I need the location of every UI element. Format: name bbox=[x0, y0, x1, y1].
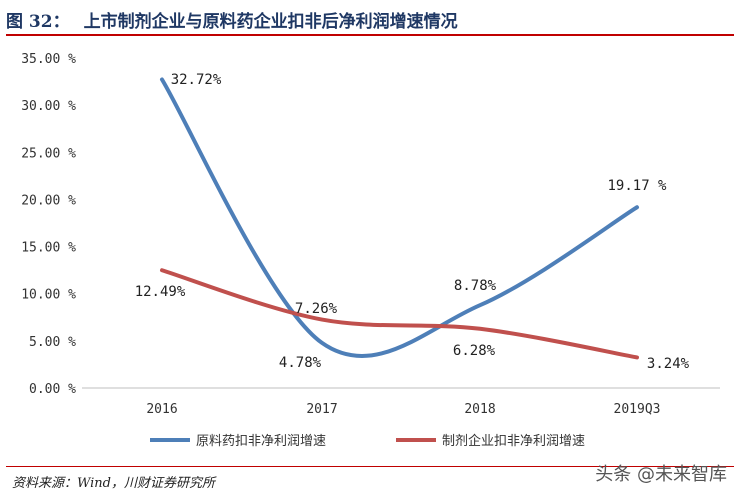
x-tick-label: 2016 bbox=[146, 402, 177, 417]
y-tick-label: 15.00 % bbox=[21, 241, 76, 256]
line-chart: 0.00 % 5.00 % 10.00 % 15.00 % 20.00 % 25.00 %… bbox=[21, 52, 720, 449]
data-label: 7.26% bbox=[295, 301, 338, 317]
y-tick-label: 25.00 % bbox=[21, 146, 76, 161]
x-tick-label: 2017 bbox=[306, 402, 337, 417]
figure-title-text: 上市制剂企业与原料药企业扣非后净利润增速情况 bbox=[83, 11, 458, 32]
data-label: 32.72% bbox=[171, 72, 222, 88]
data-label: 4.78% bbox=[279, 355, 322, 371]
data-label: 3.24% bbox=[647, 356, 690, 372]
watermark: 头条 @未来智库 bbox=[595, 464, 727, 485]
legend-label: 原料药扣非净利润增速 bbox=[196, 434, 326, 449]
data-label: 6.28% bbox=[453, 343, 496, 359]
y-tick-label: 30.00 % bbox=[21, 99, 76, 114]
source-divider bbox=[6, 466, 734, 467]
data-label: 8.78% bbox=[454, 278, 497, 294]
data-label: 19.17 % bbox=[607, 178, 667, 194]
source-note: 资料来源：Wind，川财证券研究所 bbox=[12, 476, 215, 491]
legend-label: 制剂企业扣非净利润增速 bbox=[442, 433, 585, 449]
y-tick-label: 10.00 % bbox=[21, 288, 76, 303]
y-tick-label: 35.00 % bbox=[21, 52, 76, 67]
y-tick-label: 0.00 % bbox=[29, 382, 76, 397]
series-line-api bbox=[160, 77, 639, 359]
series-line-formulation bbox=[160, 268, 639, 360]
y-tick-label: 20.00 % bbox=[21, 193, 76, 208]
figure-number: 图 32： bbox=[6, 11, 70, 32]
y-tick-label: 5.00 % bbox=[29, 335, 76, 350]
figure-title: 图 32： 上市制剂企业与原料药企业扣非后净利润增速情况 bbox=[6, 4, 734, 36]
data-label: 12.49% bbox=[135, 284, 186, 300]
x-tick-label: 2018 bbox=[464, 402, 495, 417]
x-tick-label: 2019Q3 bbox=[614, 402, 661, 417]
